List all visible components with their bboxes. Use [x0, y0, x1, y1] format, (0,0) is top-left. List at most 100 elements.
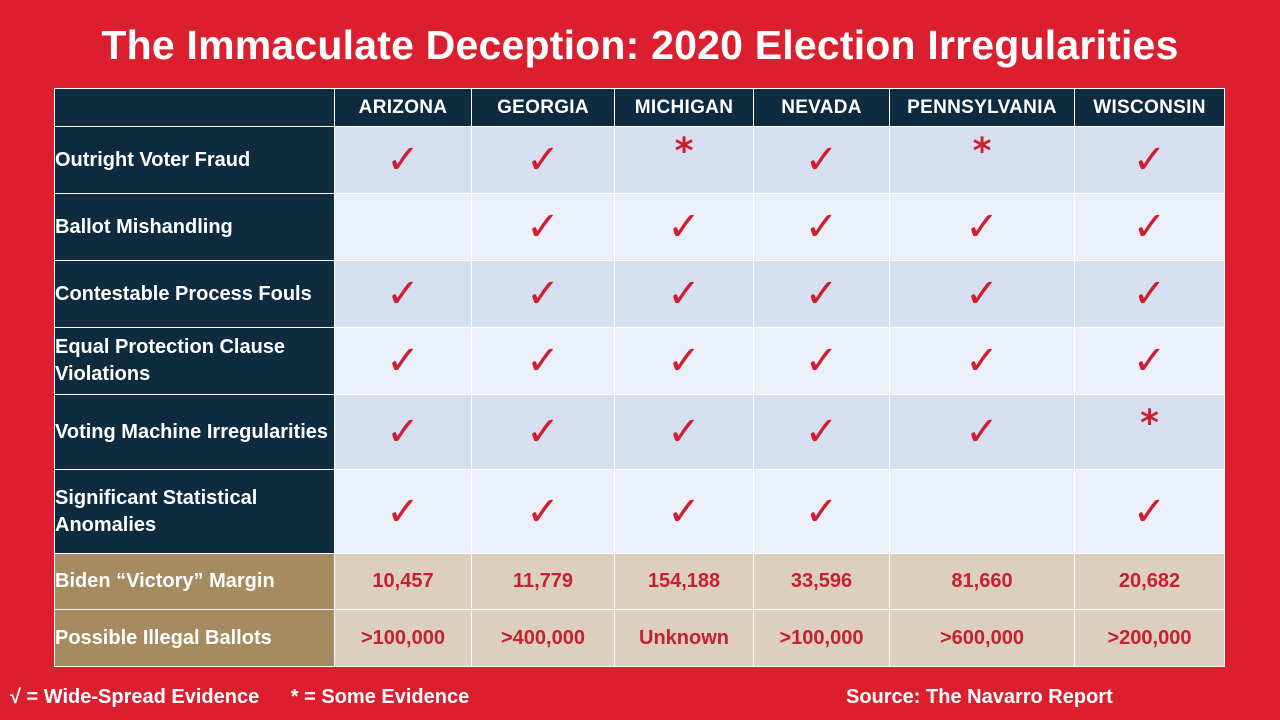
column-header-michigan: MICHIGAN [614, 88, 754, 127]
legend-star: * = Some Evidence [290, 686, 470, 708]
table-row: Equal Protection Clause Violations ✓ ✓ ✓… [54, 327, 1225, 395]
mark-cell: * [889, 126, 1075, 194]
mark-cell: ✓ [1074, 126, 1225, 194]
check-mark-icon: ✓ [526, 488, 560, 535]
check-mark-icon: ✓ [1132, 137, 1167, 183]
table-row: Significant Statistical Anomalies ✓ ✓ ✓ … [54, 469, 1225, 554]
irregularities-table: ARIZONA GEORGIA MICHIGAN NEVADA PENNSYLV… [54, 88, 1225, 667]
mark-cell: ✓ [753, 260, 890, 328]
check-mark-icon: ✓ [386, 488, 420, 535]
mark-cell: ✓ [1074, 469, 1225, 554]
check-mark-icon: ✓ [526, 271, 560, 317]
check-mark-icon: ✓ [386, 338, 420, 384]
mark-cell [334, 193, 472, 261]
mark-cell: ✓ [614, 469, 754, 554]
margin-value: 20,682 [1074, 553, 1225, 610]
table-row: Outright Voter Fraud ✓ ✓ * ✓ * ✓ [54, 126, 1225, 194]
check-mark-icon: ✓ [526, 338, 560, 384]
table-row: Voting Machine Irregularities ✓ ✓ ✓ ✓ ✓ … [54, 394, 1225, 470]
ballots-value: >400,000 [471, 609, 615, 667]
check-mark-icon: ✓ [965, 271, 999, 317]
ballots-value: Unknown [614, 609, 754, 667]
mark-cell: ✓ [334, 327, 472, 395]
mark-cell: ✓ [753, 394, 890, 470]
column-header-wisconsin: WISCONSIN [1074, 88, 1225, 127]
mark-cell: ✓ [614, 327, 754, 395]
ballots-row: Possible Illegal Ballots >100,000 >400,0… [54, 609, 1225, 667]
check-mark-icon: ✓ [804, 204, 839, 250]
margin-value: 33,596 [753, 553, 890, 610]
margin-value: 81,660 [889, 553, 1075, 610]
column-header-georgia: GEORGIA [471, 88, 615, 127]
row-label: Equal Protection Clause Violations [54, 327, 335, 395]
mark-cell: ✓ [614, 394, 754, 470]
check-mark-icon: ✓ [804, 137, 839, 183]
mark-cell: ✓ [471, 260, 615, 328]
legend: √ = Wide-Spread Evidence * = Some Eviden… [10, 686, 495, 709]
header-corner [54, 88, 335, 127]
table-row: Contestable Process Fouls ✓ ✓ ✓ ✓ ✓ ✓ [54, 260, 1225, 328]
mark-cell: ✓ [471, 126, 615, 194]
mark-cell: ✓ [1074, 260, 1225, 328]
check-mark-icon: ✓ [965, 409, 999, 455]
margin-row: Biden “Victory” Margin 10,457 11,779 154… [54, 553, 1225, 610]
check-mark-icon: ✓ [965, 204, 999, 250]
mark-cell: ✓ [471, 327, 615, 395]
mark-cell: ✓ [753, 193, 890, 261]
asterisk-icon: * [972, 131, 992, 172]
mark-cell: ✓ [334, 126, 472, 194]
row-label: Voting Machine Irregularities [54, 394, 335, 470]
mark-cell: ✓ [1074, 327, 1225, 395]
ballots-value: >200,000 [1074, 609, 1225, 667]
asterisk-icon: * [674, 131, 694, 172]
column-header-arizona: ARIZONA [334, 88, 472, 127]
mark-cell: ✓ [1074, 193, 1225, 261]
check-mark-icon: ✓ [386, 409, 420, 455]
row-label: Significant Statistical Anomalies [54, 469, 335, 554]
check-mark-icon: ✓ [667, 409, 701, 455]
check-mark-icon: ✓ [667, 338, 701, 384]
mark-cell: ✓ [471, 193, 615, 261]
mark-cell: ✓ [471, 394, 615, 470]
asterisk-icon: * [1140, 403, 1159, 444]
margin-value: 10,457 [334, 553, 472, 610]
mark-cell: ✓ [471, 469, 615, 554]
row-label: Contestable Process Fouls [54, 260, 335, 328]
margin-value: 154,188 [614, 553, 754, 610]
check-mark-icon: ✓ [1132, 204, 1167, 250]
check-mark-icon: ✓ [804, 409, 839, 455]
column-header-pennsylvania: PENNSYLVANIA [889, 88, 1075, 127]
ballots-row-label: Possible Illegal Ballots [54, 609, 335, 667]
check-mark-icon: ✓ [1132, 271, 1167, 317]
mark-cell: ✓ [889, 327, 1075, 395]
margin-value: 11,779 [471, 553, 615, 610]
header-row: ARIZONA GEORGIA MICHIGAN NEVADA PENNSYLV… [54, 88, 1225, 127]
check-mark-icon: ✓ [667, 488, 701, 535]
check-mark-icon: ✓ [526, 204, 560, 250]
column-header-nevada: NEVADA [753, 88, 890, 127]
margin-row-label: Biden “Victory” Margin [54, 553, 335, 610]
mark-cell [889, 469, 1075, 554]
check-mark-icon: ✓ [526, 137, 560, 183]
ballots-value: >100,000 [753, 609, 890, 667]
check-mark-icon: ✓ [667, 204, 701, 250]
page-title: The Immaculate Deception: 2020 Election … [101, 22, 1179, 68]
check-mark-icon: ✓ [1132, 338, 1167, 384]
check-mark-icon: ✓ [804, 338, 839, 384]
check-mark-icon: ✓ [386, 137, 420, 183]
mark-cell: ✓ [889, 193, 1075, 261]
mark-cell: ✓ [889, 260, 1075, 328]
mark-cell: ✓ [753, 126, 890, 194]
check-mark-icon: ✓ [804, 271, 839, 317]
mark-cell: ✓ [889, 394, 1075, 470]
mark-cell: * [1074, 394, 1225, 470]
table-row: Ballot Mishandling ✓ ✓ ✓ ✓ ✓ [54, 193, 1225, 261]
check-mark-icon: ✓ [965, 338, 999, 384]
check-mark-icon: ✓ [386, 271, 420, 317]
mark-cell: ✓ [334, 260, 472, 328]
mark-cell: * [614, 126, 754, 194]
legend-check: √ = Wide-Spread Evidence [10, 686, 260, 708]
row-label: Ballot Mishandling [54, 193, 335, 261]
check-mark-icon: ✓ [1132, 488, 1167, 535]
source-credit: Source: The Navarro Report [846, 686, 1113, 708]
